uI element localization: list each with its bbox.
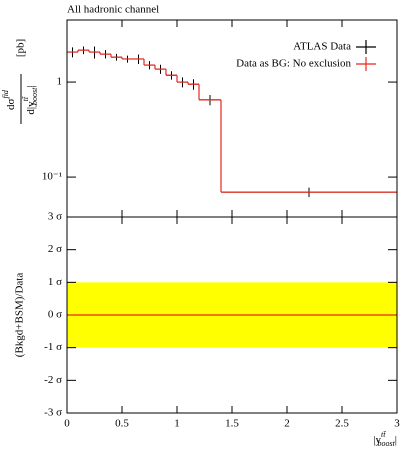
y-label-sub: boost <box>30 87 39 105</box>
y-label-numerator: dσfid <box>1 89 17 110</box>
y-tick-label: 10⁻¹ <box>42 171 62 183</box>
x-label-sup: tt̄ <box>381 430 386 439</box>
x-tick-label: 1 <box>174 418 180 430</box>
y-axis-label: (Bkgd+BSM)/Data <box>14 273 26 358</box>
x-label-text: | <box>395 434 397 446</box>
y-tick-label: 2 σ <box>48 243 62 255</box>
x-label-sub: boost <box>377 439 395 448</box>
x-tick-label: 0 <box>64 418 70 430</box>
y-tick-label: 0 σ <box>48 309 62 321</box>
x-tick-label: 3 <box>394 418 400 430</box>
x-tick-label: 1.5 <box>225 418 239 430</box>
x-label-text: |y <box>373 434 381 446</box>
y-label-text: dσ <box>5 98 17 110</box>
y-tick-label: 1 σ <box>48 276 62 288</box>
y-tick-label: -3 σ <box>44 407 62 419</box>
y-label-unit: [pb] <box>15 39 27 57</box>
x-tick-label: 2 <box>284 418 290 430</box>
x-tick-label: 2.5 <box>335 418 349 430</box>
y-label-sup: fid <box>1 89 10 98</box>
chart-title: All hadronic channel <box>67 4 159 16</box>
legend-label: ATLAS Data <box>293 41 351 53</box>
plot-frame <box>66 216 398 414</box>
x-axis-label: |ytt̄ boost| <box>373 430 397 448</box>
y-tick-label: 3 σ <box>48 211 62 223</box>
y-tick-label: -1 σ <box>44 341 62 353</box>
y-tick-label: 1 <box>57 76 63 88</box>
y-label-text: d|y <box>25 101 37 115</box>
y-label-denominator: d|ytt̄boost| <box>21 85 39 114</box>
y-tick-label: -2 σ <box>44 374 62 386</box>
y-label-text: | <box>25 85 37 87</box>
y-label-sup: tt̄ <box>21 96 30 101</box>
legend-label: Data as BG: No exclusion <box>236 58 351 70</box>
x-tick-label: 0.5 <box>115 418 129 430</box>
